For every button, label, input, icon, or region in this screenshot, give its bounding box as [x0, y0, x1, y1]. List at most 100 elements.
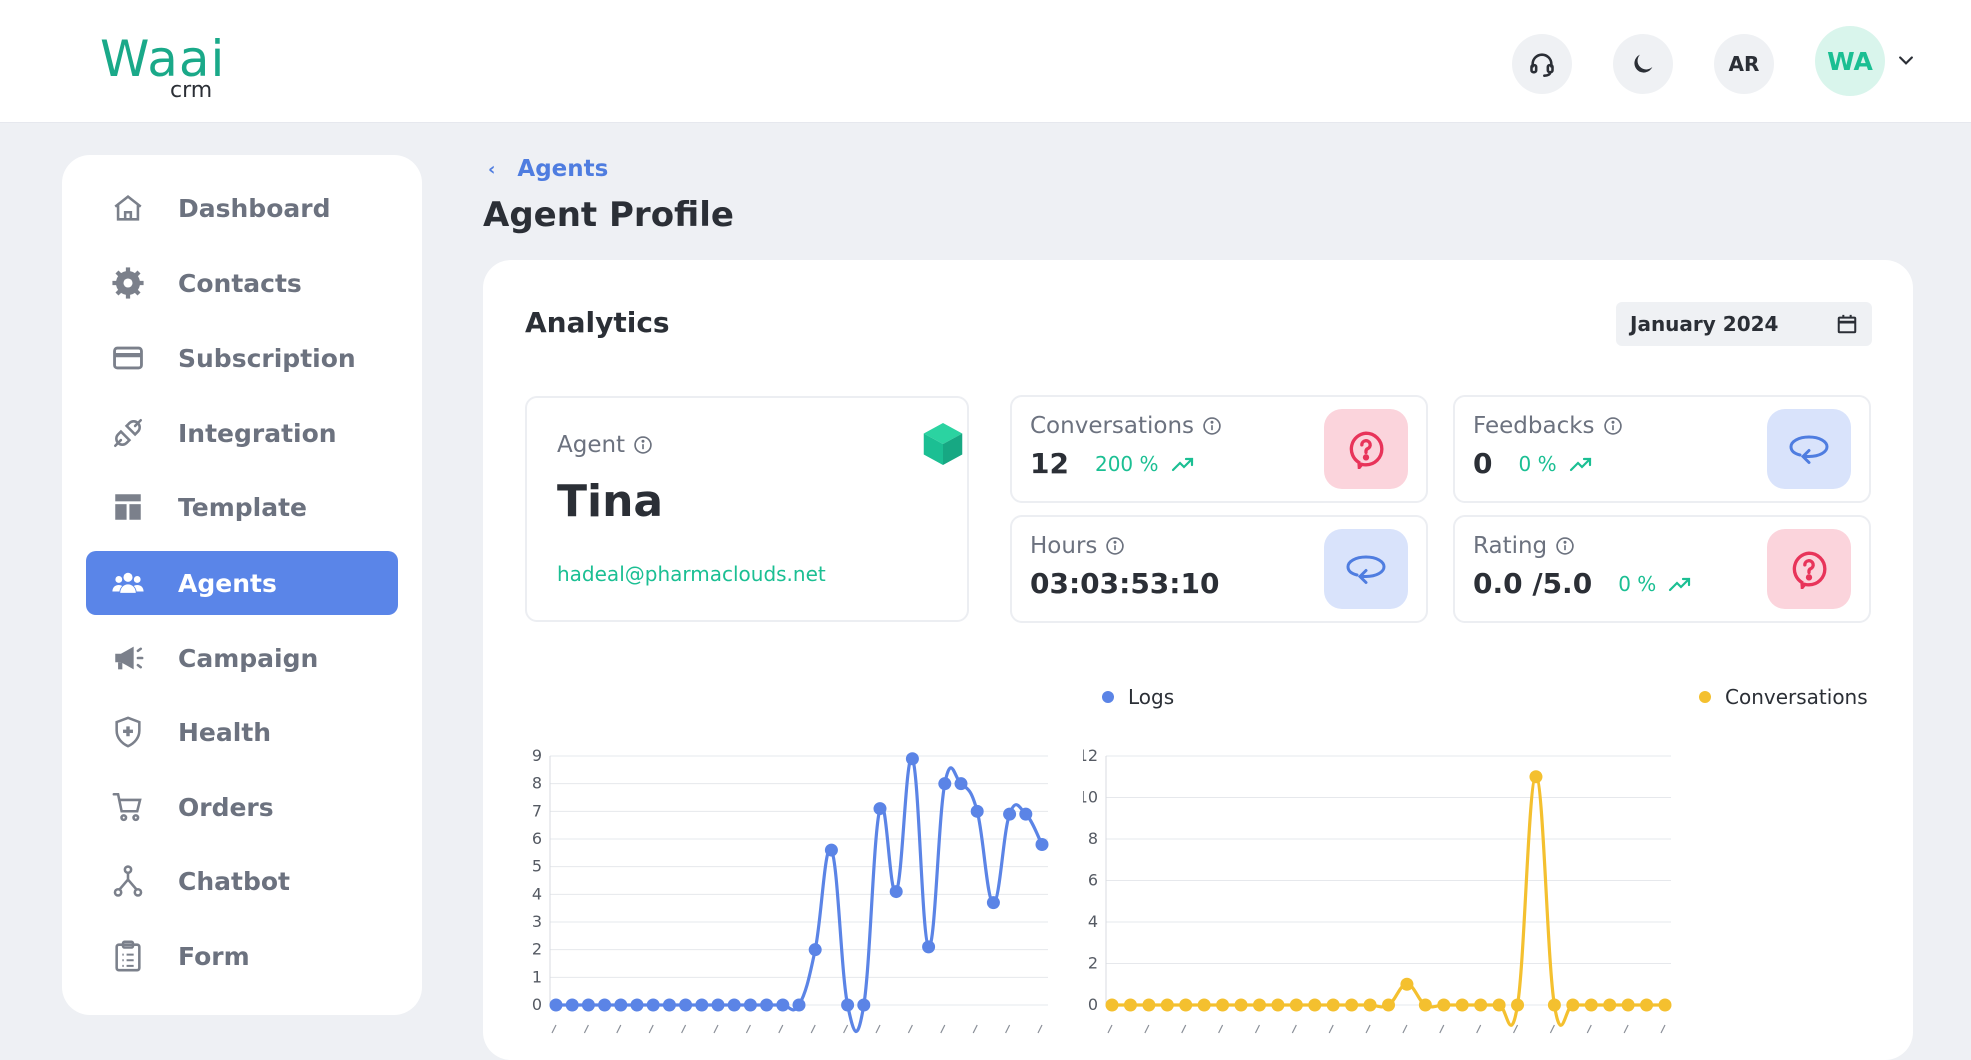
flow-icon: [108, 861, 148, 901]
sidebar-item-agents[interactable]: Agents: [86, 551, 398, 615]
data-point[interactable]: [1289, 998, 1303, 1012]
chevron-down-icon[interactable]: [1896, 50, 1916, 70]
data-point[interactable]: [1105, 998, 1119, 1012]
data-point[interactable]: [889, 885, 903, 899]
data-point[interactable]: [662, 998, 676, 1012]
data-point[interactable]: [1160, 998, 1174, 1012]
theme-toggle-button[interactable]: [1613, 34, 1673, 94]
legend-logs[interactable]: Logs: [1102, 685, 1174, 709]
data-point[interactable]: [1234, 998, 1248, 1012]
sidebar-item-dashboard[interactable]: Dashboard: [86, 176, 398, 240]
data-point[interactable]: [711, 998, 725, 1012]
legend-conversations[interactable]: Conversations: [1699, 685, 1868, 709]
data-point[interactable]: [1363, 998, 1377, 1012]
data-point[interactable]: [1345, 998, 1359, 1012]
data-point[interactable]: [792, 998, 806, 1012]
stat-row: 0 0 %: [1473, 447, 1593, 480]
data-point[interactable]: [727, 998, 741, 1012]
avatar[interactable]: WA: [1815, 26, 1885, 96]
sidebar-item-orders[interactable]: Orders: [86, 775, 398, 839]
data-point[interactable]: [954, 777, 968, 791]
data-point[interactable]: [549, 998, 563, 1012]
data-point[interactable]: [1603, 998, 1617, 1012]
data-point[interactable]: [1418, 998, 1432, 1012]
stat-icon-box: [1767, 409, 1851, 489]
data-point[interactable]: [808, 943, 822, 957]
info-icon[interactable]: [633, 435, 653, 455]
agent-email[interactable]: hadeal@pharmaclouds.net: [557, 562, 826, 586]
data-point[interactable]: [679, 998, 693, 1012]
data-point[interactable]: [1529, 770, 1543, 784]
data-point[interactable]: [1547, 998, 1561, 1012]
sidebar-item-contacts[interactable]: Contacts: [86, 251, 398, 315]
logo-text: Waai: [100, 30, 226, 88]
sidebar-item-subscription[interactable]: Subscription: [86, 326, 398, 390]
info-icon[interactable]: [1603, 416, 1623, 436]
data-point[interactable]: [630, 998, 644, 1012]
data-point[interactable]: [1123, 998, 1137, 1012]
data-point[interactable]: [1511, 998, 1525, 1012]
info-icon[interactable]: [1202, 416, 1222, 436]
data-point[interactable]: [598, 998, 612, 1012]
sidebar-item-label: Integration: [178, 418, 337, 448]
agent-name: Tina: [557, 476, 664, 527]
data-point[interactable]: [970, 804, 984, 818]
y-tick-label: 0: [532, 995, 542, 1014]
x-tick-mark: [1439, 1024, 1445, 1034]
data-point[interactable]: [743, 998, 757, 1012]
data-point[interactable]: [646, 998, 660, 1012]
data-point[interactable]: [614, 998, 628, 1012]
data-point[interactable]: [776, 998, 790, 1012]
sidebar-item-campaign[interactable]: Campaign: [86, 626, 398, 690]
data-point[interactable]: [1142, 998, 1156, 1012]
sidebar-item-form[interactable]: Form: [86, 924, 398, 988]
info-icon[interactable]: [1105, 536, 1125, 556]
calendar-icon[interactable]: [1836, 313, 1858, 335]
data-point[interactable]: [986, 896, 1000, 910]
data-point[interactable]: [1437, 998, 1451, 1012]
data-point[interactable]: [824, 843, 838, 857]
data-point[interactable]: [1474, 998, 1488, 1012]
month-picker[interactable]: January 2024: [1616, 302, 1872, 346]
data-point[interactable]: [1584, 998, 1598, 1012]
support-button[interactable]: [1512, 34, 1572, 94]
x-tick-mark: [843, 1024, 849, 1034]
data-point[interactable]: [581, 998, 595, 1012]
data-point[interactable]: [1658, 998, 1672, 1012]
data-point[interactable]: [1035, 838, 1049, 852]
data-point[interactable]: [1455, 998, 1469, 1012]
data-point[interactable]: [1252, 998, 1266, 1012]
data-point[interactable]: [1492, 998, 1506, 1012]
data-point[interactable]: [905, 752, 919, 766]
data-point[interactable]: [565, 998, 579, 1012]
data-point[interactable]: [841, 998, 855, 1012]
data-point[interactable]: [1197, 998, 1211, 1012]
app-logo[interactable]: Waai crm: [100, 30, 226, 103]
data-point[interactable]: [1382, 998, 1395, 1012]
data-point[interactable]: [760, 998, 774, 1012]
sidebar-item-template[interactable]: Template: [86, 475, 398, 539]
data-point[interactable]: [1621, 998, 1635, 1012]
info-icon[interactable]: [1555, 536, 1575, 556]
data-point[interactable]: [1308, 998, 1322, 1012]
sidebar-item-health[interactable]: Health: [86, 700, 398, 764]
data-point[interactable]: [1326, 998, 1340, 1012]
data-point[interactable]: [1271, 998, 1285, 1012]
sidebar-item-chatbot[interactable]: Chatbot: [86, 849, 398, 913]
data-point[interactable]: [1640, 998, 1654, 1012]
data-point[interactable]: [1566, 998, 1580, 1012]
data-point[interactable]: [1019, 807, 1033, 821]
sidebar-item-integration[interactable]: Integration: [86, 401, 398, 465]
data-point[interactable]: [1216, 998, 1230, 1012]
data-point[interactable]: [1003, 807, 1017, 821]
breadcrumb[interactable]: ‹ Agents: [488, 156, 608, 182]
data-point[interactable]: [857, 998, 871, 1012]
data-point[interactable]: [938, 777, 952, 791]
data-point[interactable]: [695, 998, 709, 1012]
data-point[interactable]: [1400, 977, 1414, 991]
data-point[interactable]: [922, 940, 936, 954]
breadcrumb-parent-link[interactable]: Agents: [517, 156, 609, 182]
data-point[interactable]: [873, 802, 887, 816]
language-button[interactable]: AR: [1714, 34, 1774, 94]
data-point[interactable]: [1179, 998, 1193, 1012]
